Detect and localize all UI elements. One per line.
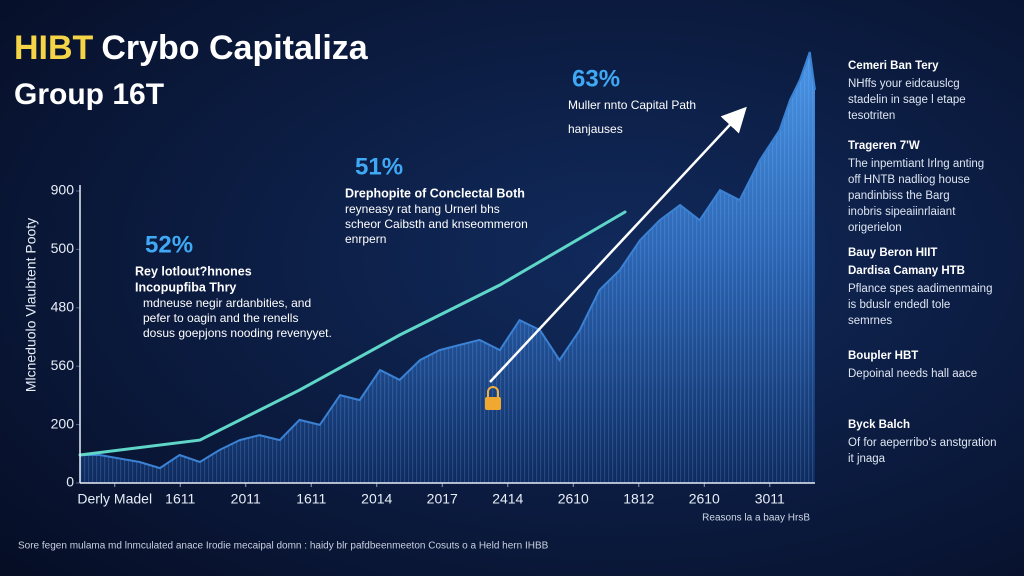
- panel-text: semrnes: [848, 315, 892, 327]
- y-tick-label: 200: [51, 415, 75, 431]
- panel-text: stadelin in sage l etape: [848, 94, 966, 106]
- annotation-value: 51%: [355, 153, 403, 180]
- panel-text: origerielon: [848, 222, 902, 234]
- panel-text: off HNTB nadliog house: [848, 174, 970, 186]
- annotation-heading: Rey lotlout?hnones: [135, 264, 252, 278]
- panel-heading: Dardisa Camany HTB: [848, 265, 965, 277]
- chart-title: HIBT Crybo Capitaliza: [14, 29, 369, 67]
- panel-text: NHffs your eidcauslcg: [848, 78, 960, 90]
- x-tick-label: 2017: [427, 491, 458, 507]
- panel-text: tesotriten: [848, 110, 895, 122]
- panel-heading: Byck Balch: [848, 419, 910, 431]
- panel-text: The inpemtiant Irlng anting: [848, 158, 984, 170]
- trend-arrow: [489, 106, 747, 383]
- panel-text: Depoinal needs hall aace: [848, 368, 977, 380]
- panel-heading: Trageren 7'W: [848, 140, 920, 152]
- area-texture: [80, 52, 815, 483]
- x-tick-label: 2011: [231, 491, 261, 507]
- annotation-text: mdneuse negir ardanbities, and: [143, 296, 311, 310]
- x-tick-label: 2610: [689, 491, 720, 507]
- panel-text: Pflance spes aadimenmaing: [848, 283, 992, 295]
- panel-heading: Cemeri Ban Tery: [848, 60, 939, 72]
- annotation-value: 52%: [145, 231, 193, 258]
- annotation-value: 63%: [572, 65, 620, 92]
- y-tick-label: 560: [51, 357, 75, 373]
- y-tick-label: 0: [66, 474, 74, 490]
- y-tick-label: 500: [51, 240, 75, 256]
- annotation-text: dosus goepjons nooding revenyyet.: [143, 326, 332, 340]
- plot: [76, 51, 816, 487]
- x-tick-label: Derly Madel: [77, 491, 152, 507]
- annotation-text: scheor Caibsth and knseommeron: [345, 217, 528, 231]
- panel-text: is bduslr endedl tole: [848, 299, 950, 311]
- lock-icon: [485, 386, 501, 410]
- annotation-heading: Incopupfiba Thry: [135, 280, 236, 294]
- x-tick-label: 2414: [492, 491, 523, 507]
- footnote: Sore fegen mulama md lnmculated anace Ir…: [18, 541, 549, 552]
- annotation-text: reyneasy rat hang Urnerl bhs: [345, 202, 500, 216]
- y-tick-label: 480: [51, 299, 75, 315]
- annotation-text: pefer to oagin and the renells: [143, 311, 298, 325]
- x-tick-label: 1611: [165, 491, 195, 507]
- panel-heading: Boupler HBT: [848, 350, 918, 362]
- annotation-heading: Drephopite of Conclectal Both: [345, 186, 525, 200]
- panel-text: pandinbiss the Barg: [848, 190, 950, 202]
- x-tick-label: 1611: [296, 491, 326, 507]
- panel-text: Of for aeperribo's anstgration: [848, 437, 997, 449]
- panel-text: inobris sipeaiinrlaiant: [848, 206, 956, 218]
- annotation-text: enrpern: [345, 232, 386, 246]
- y-axis-label: Mlcneduolo Vlaubtent Pooty: [23, 218, 39, 392]
- y-tick-label: 900: [51, 182, 75, 198]
- x-note: Reasons la a baay HrsB: [702, 513, 810, 524]
- chart-subtitle: Group 16T: [14, 78, 164, 111]
- trend-line: [78, 210, 627, 457]
- panel-heading: Bauy Beron HIIT: [848, 247, 937, 259]
- annotation-text: hanjauses: [568, 122, 623, 136]
- x-tick-label: 3011: [755, 491, 785, 507]
- panel-text: it jnaga: [848, 453, 886, 465]
- x-tick-label: 2014: [361, 491, 392, 507]
- annotation-text: Muller nnto Capital Path: [568, 98, 696, 112]
- x-tick-label: 2610: [558, 491, 589, 507]
- x-tick-label: 1812: [623, 491, 654, 507]
- area-edge: [80, 51, 816, 470]
